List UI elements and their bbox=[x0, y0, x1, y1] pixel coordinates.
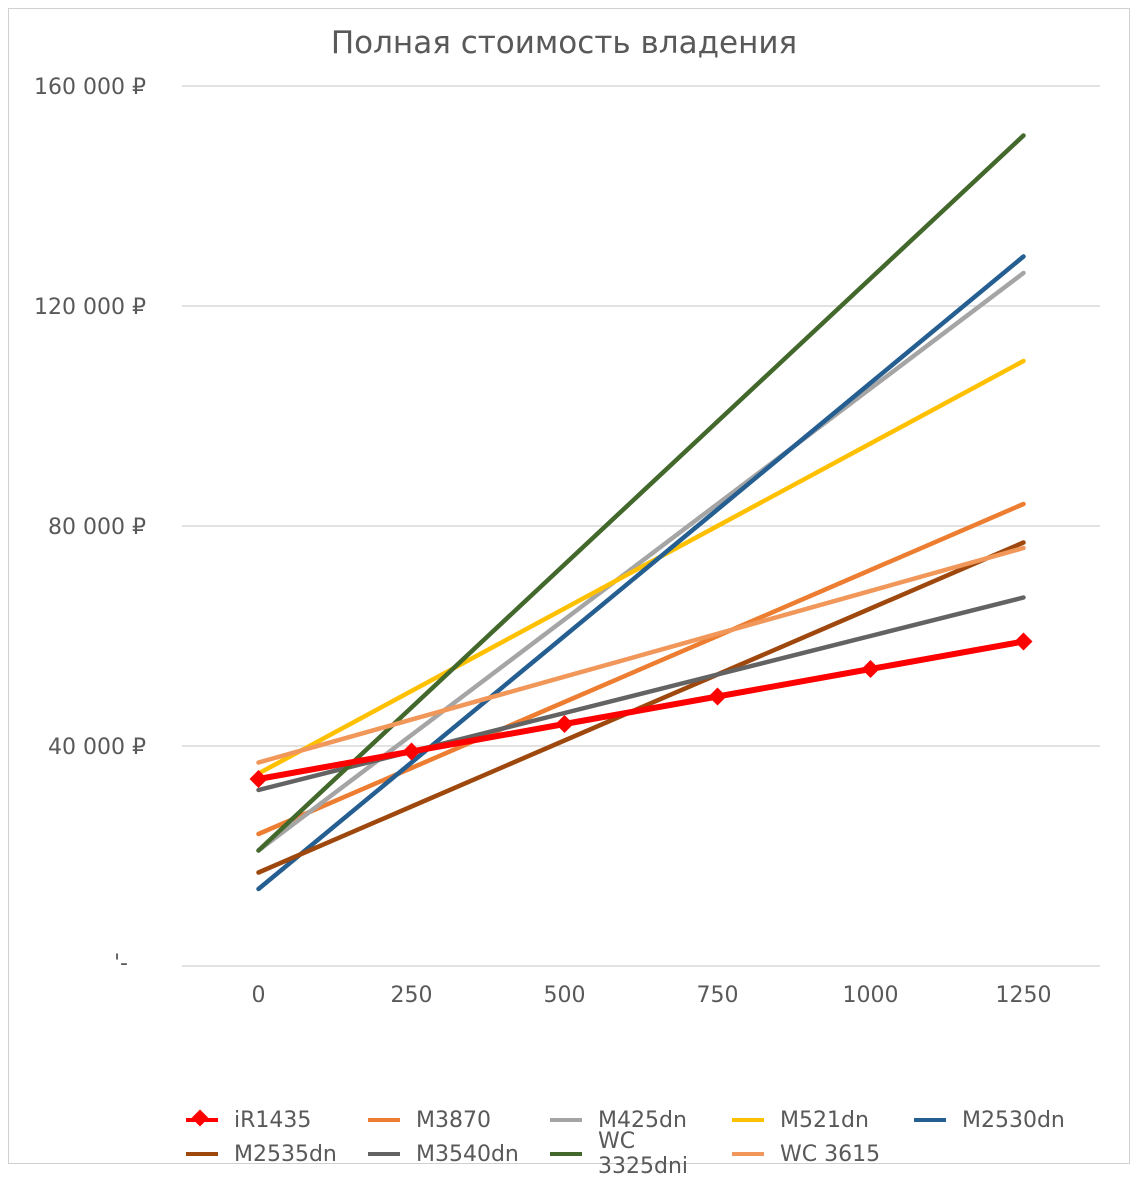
legend-line bbox=[550, 1118, 582, 1122]
legend-item: M2530dn bbox=[908, 1108, 1090, 1133]
y-tick-label: 160 000 ₽ bbox=[34, 75, 146, 100]
legend-marker bbox=[191, 1109, 209, 1127]
data-point-marker bbox=[708, 687, 727, 706]
legend-line bbox=[186, 1152, 218, 1156]
legend-line bbox=[732, 1152, 764, 1156]
legend-label: M3540dn bbox=[416, 1141, 519, 1167]
legend-label: WC 3615 bbox=[780, 1141, 881, 1167]
legend-line bbox=[368, 1118, 400, 1122]
legend-item: M521dn bbox=[726, 1108, 908, 1133]
legend-line bbox=[550, 1152, 582, 1156]
x-tick-label: 750 bbox=[697, 983, 739, 1008]
legend-label: M2530dn bbox=[962, 1107, 1065, 1133]
x-tick-label: 1250 bbox=[996, 983, 1052, 1008]
legend-swatch bbox=[180, 1142, 224, 1166]
data-point-marker bbox=[1014, 632, 1033, 651]
data-point-marker bbox=[402, 742, 421, 761]
legend-item: WC 3325dni bbox=[544, 1129, 726, 1179]
chart-legend: iR1435 M3870 M425dn M521dn M2530dn M2535… bbox=[180, 1103, 1120, 1179]
data-point-marker bbox=[861, 660, 880, 678]
x-tick-label: 500 bbox=[544, 983, 586, 1008]
legend-label: M425dn bbox=[598, 1107, 687, 1133]
legend-row: iR1435 M3870 M425dn M521dn M2530dn bbox=[180, 1103, 1120, 1137]
legend-swatch bbox=[362, 1142, 406, 1166]
legend-swatch bbox=[726, 1142, 770, 1166]
x-tick-label: 0 bbox=[252, 983, 266, 1008]
legend-item: M425dn bbox=[544, 1108, 726, 1133]
data-point-marker bbox=[249, 770, 268, 788]
chart-title: Полная стоимость владения bbox=[330, 25, 798, 61]
legend-swatch bbox=[180, 1108, 224, 1132]
legend-line bbox=[732, 1118, 764, 1122]
series-line-wc-3325dni bbox=[256, 133, 1026, 853]
chart-frame: Полная стоимость владения bbox=[8, 8, 1130, 1164]
legend-swatch bbox=[544, 1142, 588, 1166]
legend-item: iR1435 bbox=[180, 1108, 362, 1133]
series-line-m2530dn bbox=[256, 254, 1026, 892]
series-line-m425dn bbox=[256, 270, 1026, 853]
legend-swatch bbox=[544, 1108, 588, 1132]
legend-label: M521dn bbox=[780, 1107, 869, 1133]
legend-item: M3540dn bbox=[362, 1142, 544, 1167]
data-point-marker bbox=[555, 715, 574, 733]
legend-swatch bbox=[908, 1108, 952, 1132]
legend-item: M2535dn bbox=[180, 1142, 362, 1167]
legend-line bbox=[914, 1118, 946, 1122]
y-tick-label: 40 000 ₽ bbox=[48, 735, 146, 760]
legend-label: M2535dn bbox=[234, 1141, 337, 1167]
legend-item: M3870 bbox=[362, 1108, 544, 1133]
legend-label: iR1435 bbox=[234, 1107, 312, 1133]
series-line-ir1435 bbox=[255, 638, 1027, 782]
series-line-wc-3615 bbox=[256, 545, 1026, 765]
legend-line bbox=[368, 1152, 400, 1156]
legend-item: WC 3615 bbox=[726, 1142, 908, 1167]
series-line-m3870 bbox=[256, 501, 1026, 837]
y-tick-label: 120 000 ₽ bbox=[34, 295, 146, 320]
y-tick-label: 80 000 ₽ bbox=[48, 515, 146, 540]
legend-label: WC 3325dni bbox=[598, 1129, 689, 1179]
legend-swatch bbox=[726, 1108, 770, 1132]
legend-row: M2535dn M3540dn WC 3325dni WC 3615 bbox=[180, 1129, 1120, 1179]
x-tick-label: 1000 bbox=[843, 983, 899, 1008]
x-tick-label: 250 bbox=[391, 983, 433, 1008]
y-tick-label: '- bbox=[114, 951, 128, 976]
series-line-m521dn bbox=[256, 358, 1026, 776]
legend-label: M3870 bbox=[416, 1107, 491, 1133]
legend-swatch bbox=[362, 1108, 406, 1132]
